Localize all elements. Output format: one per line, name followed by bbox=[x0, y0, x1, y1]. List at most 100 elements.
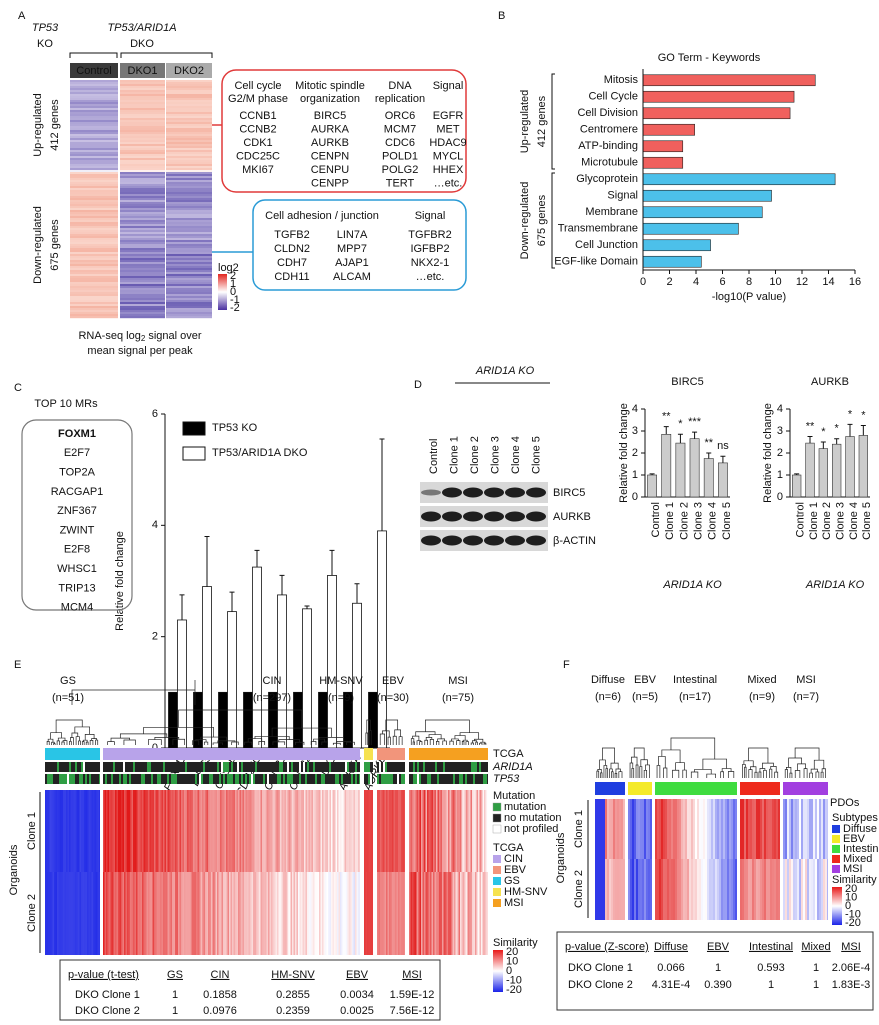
heatmap-cell bbox=[329, 790, 332, 872]
heatmap-cell bbox=[166, 234, 212, 237]
heatmap-cell bbox=[52, 790, 55, 872]
heatmap-cell bbox=[70, 250, 118, 253]
heatmap-cell bbox=[481, 872, 483, 955]
heatmap-cell bbox=[332, 872, 335, 955]
heatmap-cell bbox=[164, 872, 167, 955]
heatmap-cell bbox=[53, 774, 56, 784]
heatmap-cell bbox=[110, 872, 113, 955]
group-label: GS bbox=[60, 675, 76, 687]
row-group-label: 675 genes bbox=[49, 219, 61, 271]
bar bbox=[318, 691, 328, 749]
heatmap-cell bbox=[482, 872, 485, 955]
heatmap-cell bbox=[475, 790, 477, 872]
heatmap-cell bbox=[120, 110, 165, 113]
table-header: EBV bbox=[707, 941, 730, 953]
heatmap-cell bbox=[120, 208, 165, 211]
heatmap-cell bbox=[272, 872, 275, 955]
heatmap-cell bbox=[70, 218, 118, 221]
heatmap-cell bbox=[713, 799, 716, 859]
heatmap-cell bbox=[166, 176, 212, 179]
heatmap-cell bbox=[372, 774, 373, 784]
dendrogram-branch bbox=[366, 719, 371, 734]
heatmap-cell bbox=[443, 872, 446, 955]
heatmap-cell bbox=[70, 272, 118, 275]
heatmap-cell bbox=[248, 790, 251, 872]
dendrogram-branch bbox=[254, 736, 290, 740]
heatmap-cell bbox=[120, 284, 165, 287]
heatmap-cell bbox=[433, 790, 435, 872]
error-bar bbox=[794, 473, 800, 475]
table-header: MSI bbox=[402, 969, 422, 981]
heatmap-cell bbox=[79, 774, 82, 784]
heatmap-cell bbox=[268, 872, 270, 955]
heatmap-cell bbox=[404, 872, 405, 955]
dendrogram-branch bbox=[55, 719, 83, 733]
heatmap-cell bbox=[339, 762, 342, 772]
heatmap-cell bbox=[735, 799, 737, 859]
heatmap-cell bbox=[715, 799, 718, 859]
heatmap-cell bbox=[250, 790, 252, 872]
dendrogram-branch bbox=[602, 747, 615, 764]
dendrogram-branch bbox=[609, 768, 613, 778]
heatmap-cell bbox=[76, 872, 79, 955]
heatmap-cell bbox=[315, 762, 318, 772]
heatmap-cell bbox=[233, 872, 236, 955]
heatmap-cell bbox=[166, 96, 212, 99]
heatmap-cell bbox=[646, 799, 649, 859]
heatmap-cell bbox=[91, 790, 94, 872]
heatmap-cell bbox=[338, 790, 341, 872]
heatmap-cell bbox=[699, 859, 702, 920]
heatmap-cell bbox=[473, 762, 476, 772]
heatmap-cell bbox=[70, 180, 118, 183]
heatmap-cell bbox=[99, 774, 100, 784]
significance-label: *** bbox=[688, 416, 702, 428]
gene-box-heading: Signal bbox=[415, 210, 446, 222]
gene-box-heading: Cell cycle bbox=[234, 80, 281, 92]
heatmap-cell bbox=[166, 254, 212, 257]
heatmap-cell bbox=[230, 872, 233, 955]
heatmap-cell bbox=[166, 164, 212, 167]
heatmap-cell bbox=[166, 230, 212, 233]
heatmap-cell bbox=[166, 190, 212, 193]
heatmap-cell bbox=[231, 762, 234, 772]
heatmap-cell bbox=[386, 790, 388, 872]
heatmap-cell bbox=[335, 872, 338, 955]
heatmap-cell bbox=[133, 790, 135, 872]
dendrogram-branch bbox=[91, 738, 97, 741]
heatmap-cell bbox=[735, 859, 737, 920]
heatmap-cell bbox=[120, 164, 165, 167]
heatmap-cell bbox=[120, 298, 165, 301]
heatmap-cell bbox=[425, 774, 428, 784]
caption: mean signal per peak bbox=[87, 345, 193, 357]
bar bbox=[642, 156, 684, 169]
heatmap-cell bbox=[673, 859, 676, 920]
heatmap-cell bbox=[364, 774, 367, 784]
heatmap-cell bbox=[476, 872, 479, 955]
heatmap-cell bbox=[389, 872, 391, 955]
heatmap-cell bbox=[166, 316, 212, 319]
heatmap-cell bbox=[148, 872, 150, 955]
heatmap-cell bbox=[57, 872, 59, 955]
heatmap-cell bbox=[458, 872, 461, 955]
heatmap-cell bbox=[322, 790, 324, 872]
heatmap-cell bbox=[742, 859, 745, 920]
x-tick-label: Clone 2 bbox=[678, 502, 690, 540]
heatmap-cell bbox=[370, 872, 372, 955]
dendrogram-branch bbox=[758, 771, 762, 778]
heatmap-cell bbox=[377, 790, 379, 872]
heatmap-cell bbox=[607, 859, 610, 920]
caption-part: RNA-seq log bbox=[78, 330, 140, 342]
subtype-bar bbox=[409, 748, 488, 760]
heatmap-cell bbox=[117, 774, 120, 784]
heatmap-cell bbox=[412, 790, 414, 872]
heatmap-cell bbox=[120, 200, 165, 203]
bar bbox=[832, 443, 842, 498]
heatmap-cell bbox=[73, 790, 76, 872]
heatmap-cell bbox=[120, 146, 165, 149]
heatmap-cell bbox=[90, 790, 92, 872]
heatmap-cell bbox=[155, 762, 158, 772]
heatmap-cell bbox=[166, 288, 212, 291]
y-axis-label: Relative fold change bbox=[762, 403, 774, 503]
heatmap-cell bbox=[235, 774, 238, 784]
